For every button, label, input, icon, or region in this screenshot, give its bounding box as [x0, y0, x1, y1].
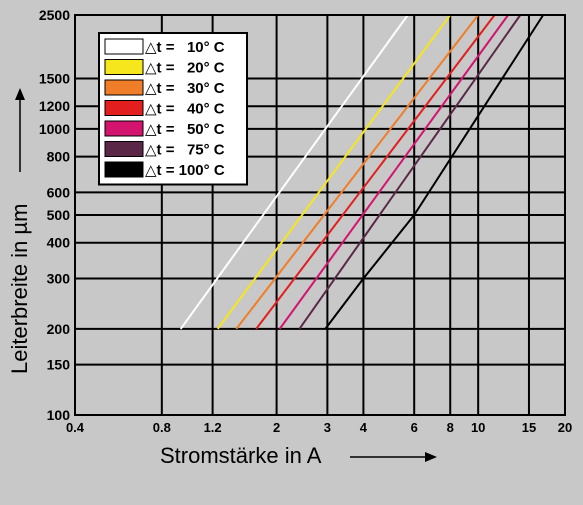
series-line-0	[179, 14, 409, 330]
y-tick-label: 1500	[39, 70, 70, 86]
y-tick-label: 150	[47, 357, 71, 373]
legend-swatch	[104, 120, 144, 137]
legend-swatch	[104, 79, 144, 96]
series-line-6	[324, 14, 545, 330]
legend-label: △t = 10° C	[145, 39, 225, 56]
x-tick-label: 15	[522, 420, 536, 435]
x-axis-arrow	[350, 452, 437, 462]
y-tick-label: 100	[47, 407, 71, 423]
y-tick-label: 400	[47, 235, 71, 251]
series-line-3	[255, 14, 496, 330]
y-tick-label: 2500	[39, 7, 70, 23]
legend-label: △t = 30° C	[145, 80, 225, 97]
y-tick-label: 1200	[39, 98, 70, 114]
y-tick-label: 300	[47, 270, 71, 286]
y-tick-label: 800	[47, 149, 71, 165]
y-axis-arrow	[15, 88, 25, 172]
y-axis-title: Leiterbreite in µm	[7, 204, 32, 374]
legend-label: △t = 50° C	[145, 121, 225, 138]
x-tick-label: 10	[471, 420, 485, 435]
legend-swatch	[104, 100, 144, 116]
legend-swatch	[104, 38, 144, 55]
legend-swatch	[104, 59, 144, 75]
x-tick-label: 0.4	[66, 420, 85, 435]
x-tick-label: 20	[558, 420, 572, 435]
legend-label: △t = 100° C	[145, 162, 225, 179]
x-tick-label: 1.2	[204, 420, 222, 435]
legend-label: △t = 20° C	[145, 60, 225, 77]
series-layer	[179, 14, 545, 330]
x-tick-label: 8	[447, 420, 454, 435]
y-tick-label: 1000	[39, 121, 70, 137]
plot-frame	[74, 14, 566, 416]
y-tick-label: 600	[47, 184, 71, 200]
legend-label: △t = 75° C	[145, 142, 225, 159]
y-tick-label: 500	[47, 207, 71, 223]
x-tick-labels: 0.4 0.8 1.2 2 3 4 6 8 10 15 20	[66, 420, 572, 435]
series-line-5	[298, 14, 522, 330]
series-line-1	[216, 14, 452, 330]
legend-swatch	[104, 141, 144, 157]
x-tick-label: 2	[273, 420, 280, 435]
x-tick-label: 3	[324, 420, 331, 435]
x-tick-label: 4	[360, 420, 368, 435]
series-line-4	[278, 14, 509, 330]
legend: △t = 10° C △t = 20° C △t = 30° C △t = 40° C…	[98, 32, 248, 186]
x-tick-label: 6	[411, 420, 418, 435]
y-tick-label: 200	[47, 321, 71, 337]
series-line-2	[235, 14, 479, 330]
x-axis-title: Stromstärke in A	[160, 443, 322, 468]
legend-swatch	[104, 161, 144, 178]
x-tick-label: 0.8	[153, 420, 171, 435]
y-tick-labels: 100 150 200 300 400 500 600 800 1000 1200 1500 2500	[39, 7, 70, 423]
legend-label: △t = 40° C	[145, 101, 225, 118]
